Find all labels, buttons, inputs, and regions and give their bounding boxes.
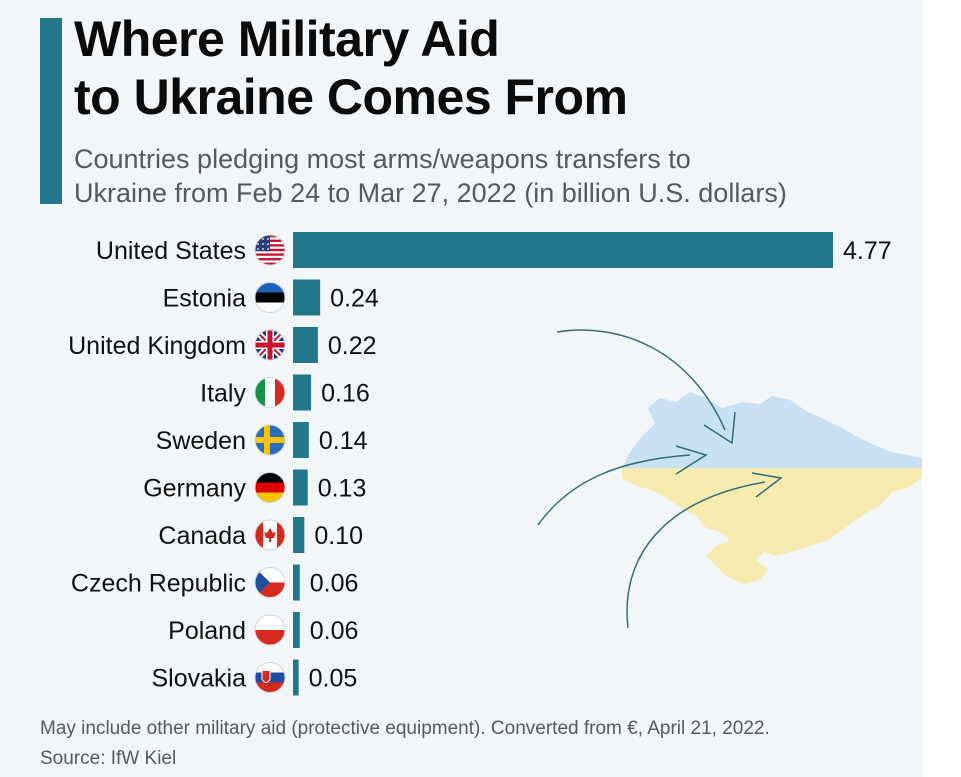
infographic-card	[0, 0, 922, 777]
flag-us-icon	[255, 235, 285, 265]
category-label: Czech Republic	[71, 570, 246, 598]
flag-canada-icon	[255, 520, 285, 550]
map-south-half	[622, 468, 922, 584]
value-label: 0.10	[314, 522, 363, 550]
bar-germany	[293, 469, 308, 506]
flag-sweden-icon	[255, 425, 285, 455]
arrow-top	[556, 329, 726, 431]
arrow-bottom	[626, 481, 766, 629]
category-label: United Kingdom	[68, 332, 246, 360]
category-label: Slovakia	[152, 665, 247, 693]
value-label: 4.77	[843, 237, 892, 265]
flag-estonia-icon	[255, 282, 285, 313]
bars-layer: United States 4.77 Estonia 0.24 United Kingd…	[68, 232, 892, 696]
value-label: 0.06	[310, 570, 359, 598]
map-north-half	[622, 392, 922, 468]
category-label: Germany	[143, 475, 246, 503]
title-accent-bar	[40, 18, 62, 204]
bar-estonia	[293, 279, 321, 316]
value-label: 0.14	[319, 427, 368, 455]
value-label: 0.13	[318, 475, 367, 503]
flag-czech-icon	[255, 567, 285, 598]
arrow-middle-head	[675, 445, 708, 475]
category-label: Estonia	[163, 285, 246, 313]
value-label: 0.24	[330, 285, 379, 313]
bar-canada	[293, 517, 305, 553]
chart-title-line-2: to Ukraine Comes From	[74, 69, 628, 125]
chart-title: Where Military Aid to Ukraine Comes From	[74, 10, 894, 126]
arrow-bottom-head	[751, 472, 783, 498]
footnote-source: Source: IfW Kiel	[40, 748, 177, 769]
bar-czech-republic	[293, 564, 300, 601]
bar-sweden	[293, 422, 309, 458]
bar-united-kingdom	[293, 327, 318, 363]
bar-poland	[293, 612, 300, 648]
arrow-top-head	[703, 411, 736, 445]
value-label: 0.22	[328, 332, 377, 360]
arrow-middle	[537, 454, 691, 526]
chart-subtitle-line-2: Ukraine from Feb 24 to Mar 27, 2022 (in …	[74, 178, 787, 208]
chart-title-line-1: Where Military Aid	[74, 11, 500, 67]
category-label: Italy	[200, 380, 246, 408]
flag-poland-icon	[255, 615, 285, 645]
chart-subtitle-line-1: Countries pledging most arms/weapons tra…	[74, 144, 691, 174]
flag-slovakia-icon	[255, 662, 285, 693]
flag-italy-icon	[255, 377, 285, 408]
category-label: Sweden	[156, 427, 246, 455]
flag-uk-icon	[255, 330, 285, 360]
chart-subtitle: Countries pledging most arms/weapons tra…	[74, 142, 914, 210]
bar-italy	[293, 374, 312, 411]
decorative-arrows	[537, 329, 783, 629]
value-label: 0.05	[309, 665, 358, 693]
value-label: 0.06	[310, 617, 359, 645]
category-label: Poland	[168, 617, 246, 645]
flag-germany-icon	[255, 472, 285, 503]
bar-united-states	[293, 232, 833, 268]
footnote-note: May include other military aid (protecti…	[40, 718, 770, 739]
chart-footnote: May include other military aid (protecti…	[40, 714, 920, 774]
value-label: 0.16	[321, 380, 370, 408]
bar-slovakia	[293, 659, 299, 696]
category-label: United States	[96, 237, 246, 265]
category-label: Canada	[158, 522, 246, 550]
ukraine-map-illustration	[622, 392, 922, 584]
